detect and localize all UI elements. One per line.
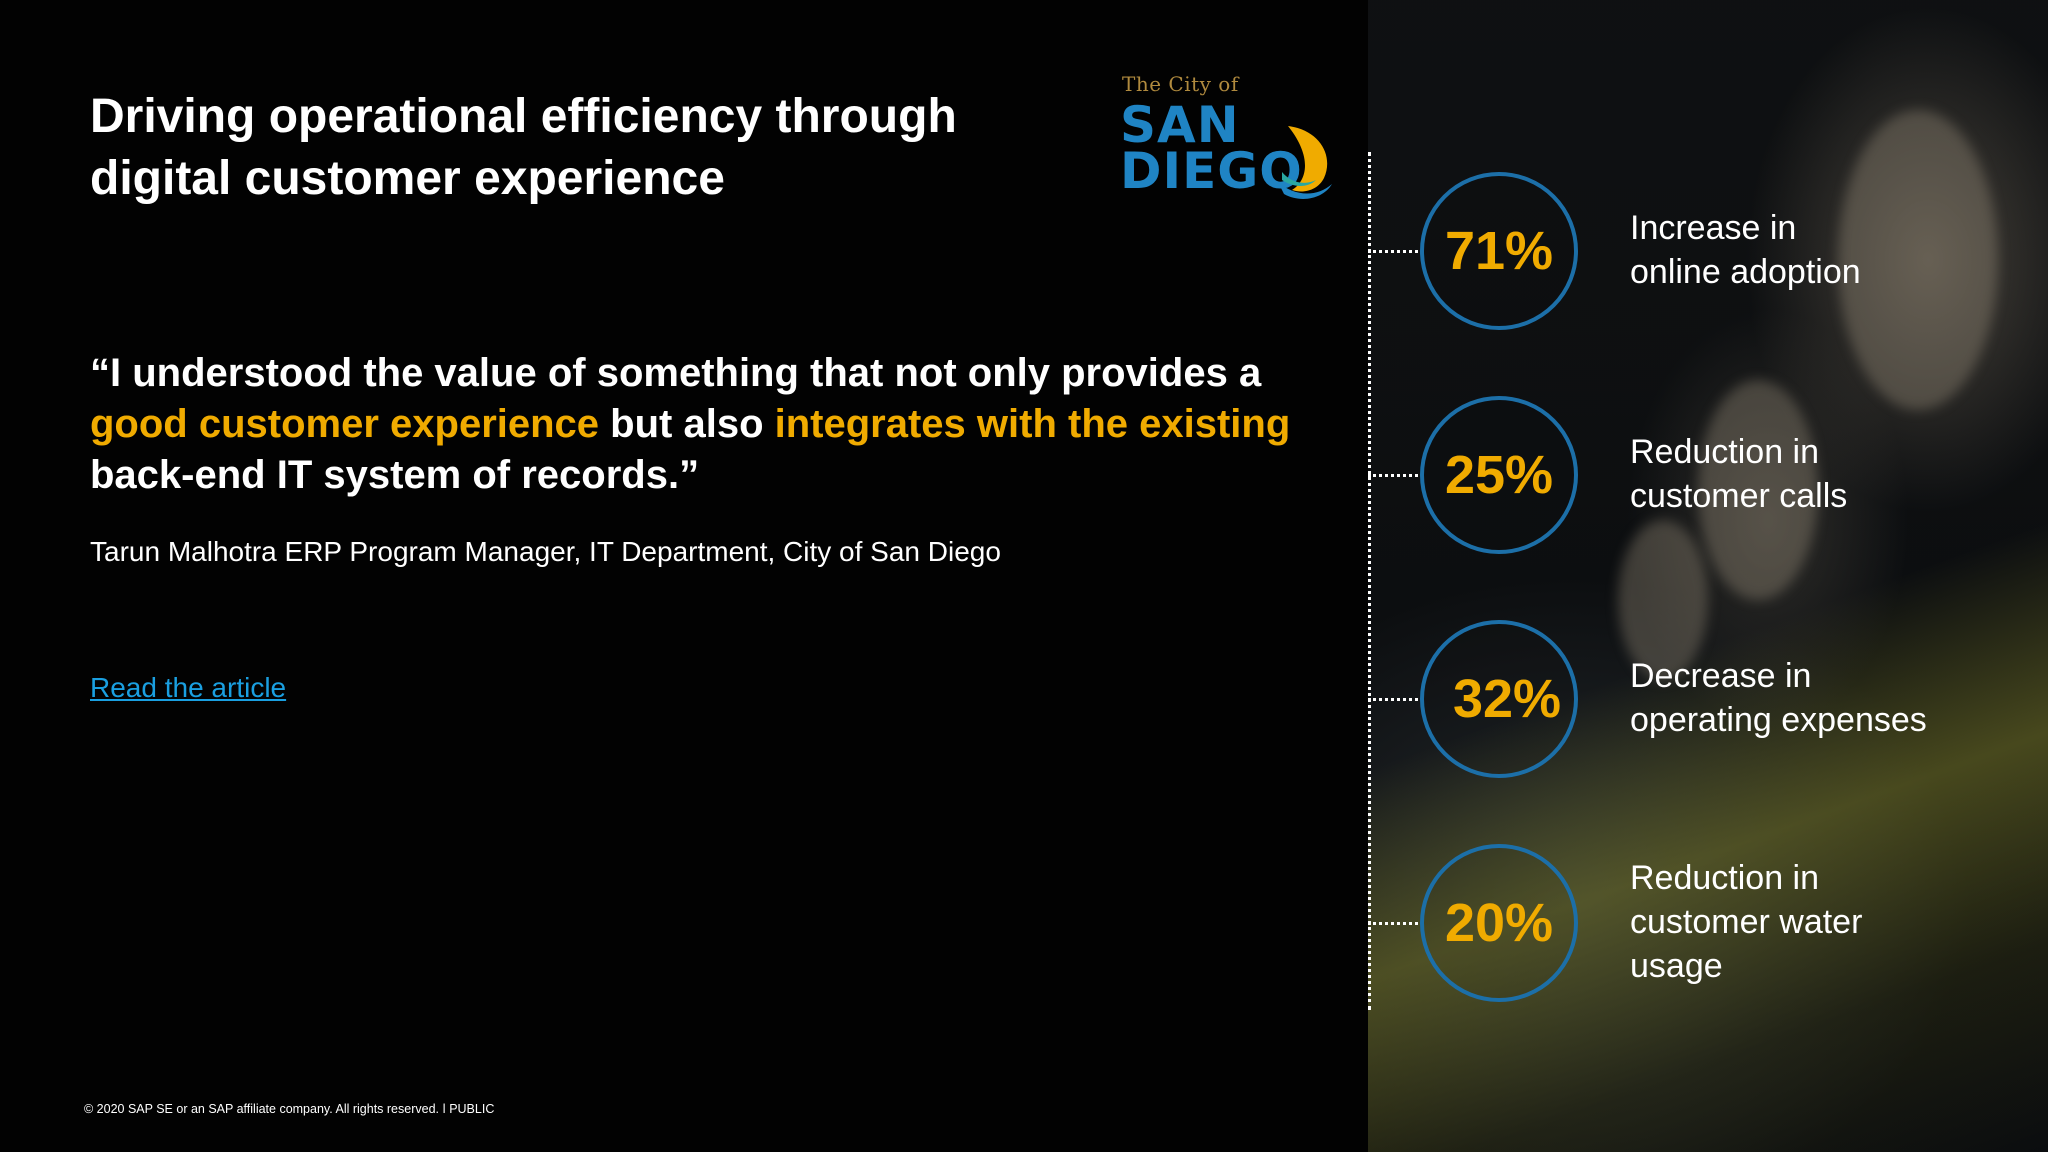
stat-value: 20%	[1444, 893, 1554, 953]
stat-connector	[1368, 922, 1418, 925]
logo-san-text: SAN	[1120, 96, 1240, 154]
stats-connector-line	[1368, 152, 1371, 1010]
read-article-link[interactable]: Read the article	[90, 672, 287, 703]
quote-text-1: “I understood the value of something tha…	[90, 351, 1262, 395]
stat-online-adoption: 71% Increase in online adoption	[1368, 172, 2048, 332]
stat-connector	[1368, 250, 1418, 253]
city-of-san-diego-logo: The City of SAN DIEGO	[1118, 72, 1338, 202]
stat-connector	[1368, 474, 1418, 477]
stat-label: Reduction in customer calls	[1630, 433, 1848, 515]
stat-water-usage: 20% Reduction in customer water usage	[1368, 844, 2048, 1004]
stat-value: 32%	[1452, 669, 1562, 729]
quote-text-2: but also	[599, 402, 775, 446]
quote-attribution: Tarun Malhotra ERP Program Manager, IT D…	[90, 536, 1001, 567]
sail-icon	[1278, 126, 1332, 199]
stat-connector	[1368, 698, 1418, 701]
quote-text-3: back-end IT system of records.”	[90, 453, 700, 497]
stat-value: 25%	[1444, 445, 1554, 505]
stat-label: Reduction in customer water usage	[1630, 859, 1863, 985]
stat-customer-calls: 25% Reduction in customer calls	[1368, 396, 2048, 556]
stat-operating-expenses: 32% Decrease in operating expenses	[1368, 620, 2048, 780]
logo-diego-text: DIEGO	[1120, 142, 1303, 200]
stat-value: 71%	[1444, 221, 1554, 281]
logo-script-text: The City of	[1122, 72, 1239, 96]
quote-highlight-1: good customer experience	[90, 402, 600, 446]
copyright-footer: © 2020 SAP SE or an SAP affiliate compan…	[84, 1102, 495, 1116]
stat-circle	[1420, 620, 1578, 778]
quote-highlight-2: integrates with the existing	[774, 402, 1291, 446]
stat-circle	[1420, 844, 1578, 1002]
stat-label: Decrease in operating expenses	[1630, 657, 1927, 739]
slide-title: Driving operational efficiency through d…	[90, 90, 957, 205]
stat-circle	[1420, 172, 1578, 330]
stat-label: Increase in online adoption	[1630, 209, 1861, 291]
stat-circle	[1420, 396, 1578, 554]
customer-quote: “I understood the value of something tha…	[90, 348, 1320, 501]
